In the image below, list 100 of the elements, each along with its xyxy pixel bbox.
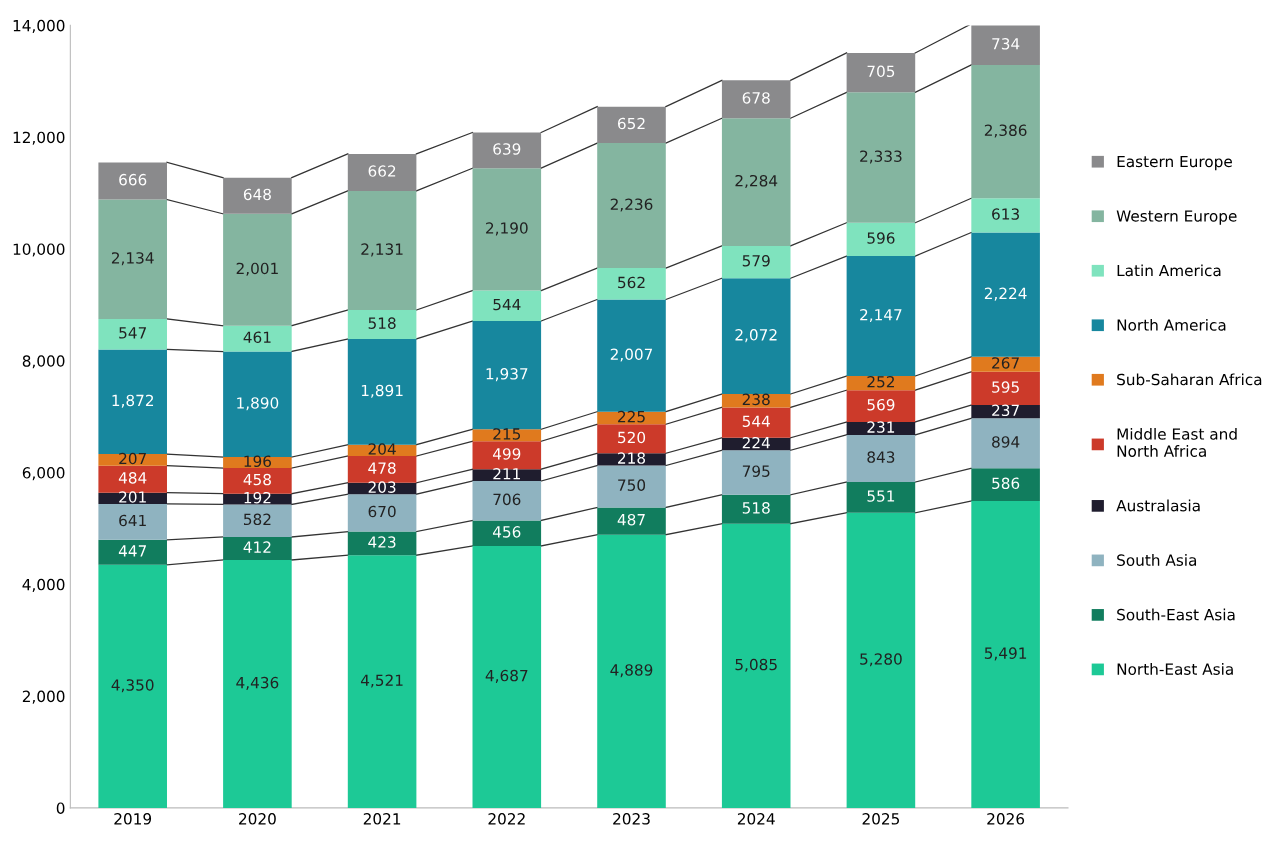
data-label: 237 <box>992 404 1019 417</box>
bar <box>597 424 666 454</box>
data-label: 192 <box>244 491 271 504</box>
data-label: 412 <box>243 541 271 553</box>
bar <box>472 520 542 546</box>
bar <box>971 64 1040 199</box>
data-label: 196 <box>244 455 272 468</box>
data-label: 461 <box>243 331 271 344</box>
data-label: 225 <box>618 410 645 423</box>
x-tick-label: 2026 <box>987 813 1025 825</box>
bar <box>597 453 666 466</box>
bar <box>971 501 1040 808</box>
data-label: 613 <box>992 208 1019 220</box>
bar <box>98 454 167 466</box>
bar <box>472 168 542 291</box>
bar <box>472 321 542 430</box>
data-label: 648 <box>243 188 271 201</box>
bar <box>347 531 417 556</box>
bar <box>846 92 916 223</box>
data-label: 218 <box>618 452 646 464</box>
y-tick-label: 4,000 <box>22 578 65 592</box>
data-label: 734 <box>992 38 1020 50</box>
data-label: 478 <box>368 462 396 474</box>
bar <box>846 256 916 377</box>
x-tick-label: 2020 <box>239 813 276 825</box>
data-label: 1,891 <box>361 384 403 398</box>
data-label: 2,072 <box>735 329 777 343</box>
data-label: 207 <box>119 452 146 465</box>
bar <box>98 465 167 493</box>
legend-label: South Asia <box>1117 554 1197 566</box>
data-label: 4,687 <box>485 669 528 683</box>
data-label: 4,436 <box>236 676 279 690</box>
data-label: 595 <box>992 381 1019 393</box>
bar <box>721 450 791 495</box>
data-label: 579 <box>742 254 770 267</box>
bar <box>721 80 791 119</box>
bar <box>971 25 1040 65</box>
x-tick-label: 2025 <box>862 813 900 825</box>
bar <box>223 559 292 808</box>
bar <box>472 480 542 521</box>
data-label: 678 <box>742 92 770 104</box>
data-label: 5,280 <box>860 653 902 667</box>
bar <box>597 268 666 300</box>
data-label: 843 <box>867 451 895 463</box>
bar <box>223 213 292 326</box>
data-label: 544 <box>493 298 521 311</box>
bar <box>597 143 666 269</box>
bar <box>971 198 1040 233</box>
legend-label: Australasia <box>1116 499 1200 512</box>
data-label: 795 <box>742 465 770 477</box>
data-label: 447 <box>118 545 146 557</box>
bar <box>347 190 417 310</box>
data-label: 215 <box>493 428 521 440</box>
bar <box>971 371 1040 406</box>
data-label: 1,937 <box>486 368 528 382</box>
bar <box>98 564 167 808</box>
y-tick-label: 8,000 <box>22 355 65 369</box>
data-label: 1,890 <box>237 397 279 411</box>
bar <box>98 199 167 319</box>
bar <box>347 153 417 191</box>
bar <box>472 469 542 481</box>
data-label: 569 <box>867 398 895 411</box>
x-tick-label: 2024 <box>737 813 775 825</box>
data-label: 662 <box>368 165 396 177</box>
bar <box>347 310 417 339</box>
data-label: 652 <box>617 117 645 130</box>
data-label: 586 <box>992 477 1020 490</box>
bar <box>472 441 542 470</box>
data-label: 547 <box>119 327 146 339</box>
y-tick-label: 2,000 <box>22 690 65 704</box>
legend-label: South-East Asia <box>1117 608 1235 621</box>
y-tick-label: 14,000 <box>13 19 65 33</box>
data-label: 487 <box>617 513 645 526</box>
bar <box>597 465 666 508</box>
y-tick-label: 0 <box>56 802 65 814</box>
data-label: 2,284 <box>735 174 778 189</box>
bar <box>98 318 167 350</box>
bar <box>721 118 791 246</box>
data-label: 423 <box>368 536 396 548</box>
bar <box>223 536 292 560</box>
legend-label: North-East Asia <box>1117 663 1233 675</box>
data-label: 1,872 <box>112 394 154 408</box>
data-label: 520 <box>618 431 646 444</box>
bar <box>597 299 666 412</box>
bar <box>721 278 791 395</box>
data-label: 2,007 <box>610 348 653 362</box>
legend-label: Middle East and North Africa <box>1117 427 1237 457</box>
data-label: 5,491 <box>984 647 1027 661</box>
data-label: 544 <box>742 415 770 428</box>
data-label: 484 <box>118 472 147 484</box>
bar <box>721 245 791 279</box>
bar <box>846 222 916 257</box>
legend-label: Western Europe <box>1116 210 1237 225</box>
data-label: 499 <box>492 448 521 460</box>
data-label: 639 <box>493 143 521 155</box>
bar <box>846 390 916 422</box>
x-tick-label: 2023 <box>613 813 650 825</box>
data-label: 2,001 <box>236 262 278 276</box>
data-label: 4,889 <box>610 664 653 678</box>
bar <box>721 407 791 438</box>
